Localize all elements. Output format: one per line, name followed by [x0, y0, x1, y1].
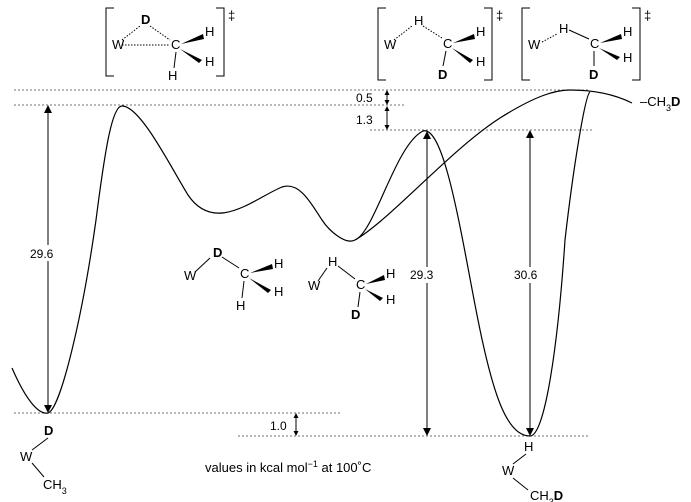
reactant-ch3: CH3: [43, 477, 67, 496]
ts2-right-bracket: [484, 7, 493, 81]
intermediate-1: W D C H H H: [184, 245, 283, 313]
ts3-h-top: H: [623, 24, 632, 39]
int2-c: C: [356, 277, 365, 292]
value-30-6: 30.6: [514, 268, 538, 282]
product-right-label: –CH3D: [640, 94, 680, 113]
ts2-h-top: H: [476, 24, 485, 39]
reactant-species: D W CH3: [20, 423, 67, 496]
ts1-right-bracket: [216, 7, 225, 77]
product-species: H W CH3D: [502, 439, 563, 502]
value-1-0: 1.0: [270, 419, 287, 433]
value-29-6: 29.6: [30, 247, 54, 261]
ts2-h: H: [414, 13, 423, 28]
int2-d: D: [351, 307, 360, 322]
ts3-dagger: ‡: [644, 8, 651, 23]
int1-w: W: [184, 268, 197, 283]
ts2-d: D: [438, 67, 447, 82]
energy-values: 29.6 29.3 30.6 0.5 1.3 1.0: [26, 91, 550, 433]
ts3-right-bracket: [632, 7, 641, 81]
reference-lines: [14, 89, 592, 437]
value-29-3: 29.3: [410, 268, 434, 282]
int2-h-top: H: [386, 266, 395, 281]
ts1-w: W: [112, 37, 125, 52]
ts2-w: W: [384, 37, 397, 52]
transition-state-1: ‡ W D C H H H: [105, 7, 235, 83]
product-h: H: [524, 439, 533, 454]
product-ch3d: CH3D: [530, 488, 563, 502]
ts3-left-bracket: [521, 7, 530, 81]
footnote: values in kcal mol−1 at 100˚C: [205, 459, 371, 475]
value-0-5: 0.5: [356, 91, 373, 105]
ts2-left-bracket: [377, 7, 386, 81]
ts1-h-right: H: [205, 54, 214, 69]
product-w: W: [502, 463, 515, 478]
int1-c: C: [240, 266, 249, 281]
value-1-3: 1.3: [356, 113, 373, 127]
ts3-h-right: H: [623, 50, 632, 65]
ts2-h-right: H: [476, 54, 485, 69]
ts1-c: C: [171, 37, 180, 52]
direct-pathway-curve: [354, 89, 633, 241]
product-label-right: –CH3D: [640, 94, 680, 113]
int1-h-bottom: H: [236, 298, 245, 313]
transition-state-2: ‡ W H C H H D: [377, 7, 503, 82]
ts3-d: D: [589, 67, 598, 82]
int2-w: W: [308, 278, 321, 293]
ts3-h: H: [559, 21, 568, 36]
ts1-h-bottom: H: [168, 68, 177, 83]
main-energy-curve: [11, 91, 591, 437]
energy-curves: [11, 89, 633, 437]
transition-state-3: ‡ W H C H H D: [521, 7, 651, 82]
int1-h-right: H: [274, 284, 283, 299]
reactant-w: W: [20, 449, 33, 464]
ts3-w: W: [528, 37, 541, 52]
ts1-dagger: ‡: [228, 8, 235, 23]
ts2-dagger: ‡: [496, 8, 503, 23]
intermediate-2: W H C H H D: [308, 254, 395, 322]
int2-h: H: [328, 254, 337, 269]
int2-h-right: H: [386, 292, 395, 307]
reactant-d: D: [44, 423, 53, 438]
int1-d: D: [213, 245, 222, 260]
ts1-left-bracket: [105, 7, 114, 77]
ts1-d: D: [141, 12, 150, 27]
int1-h-top: H: [274, 256, 283, 271]
ts2-c: C: [443, 36, 452, 51]
ts3-c: C: [590, 36, 599, 51]
energy-arrows: [44, 90, 534, 436]
ts1-h-top: H: [205, 24, 214, 39]
